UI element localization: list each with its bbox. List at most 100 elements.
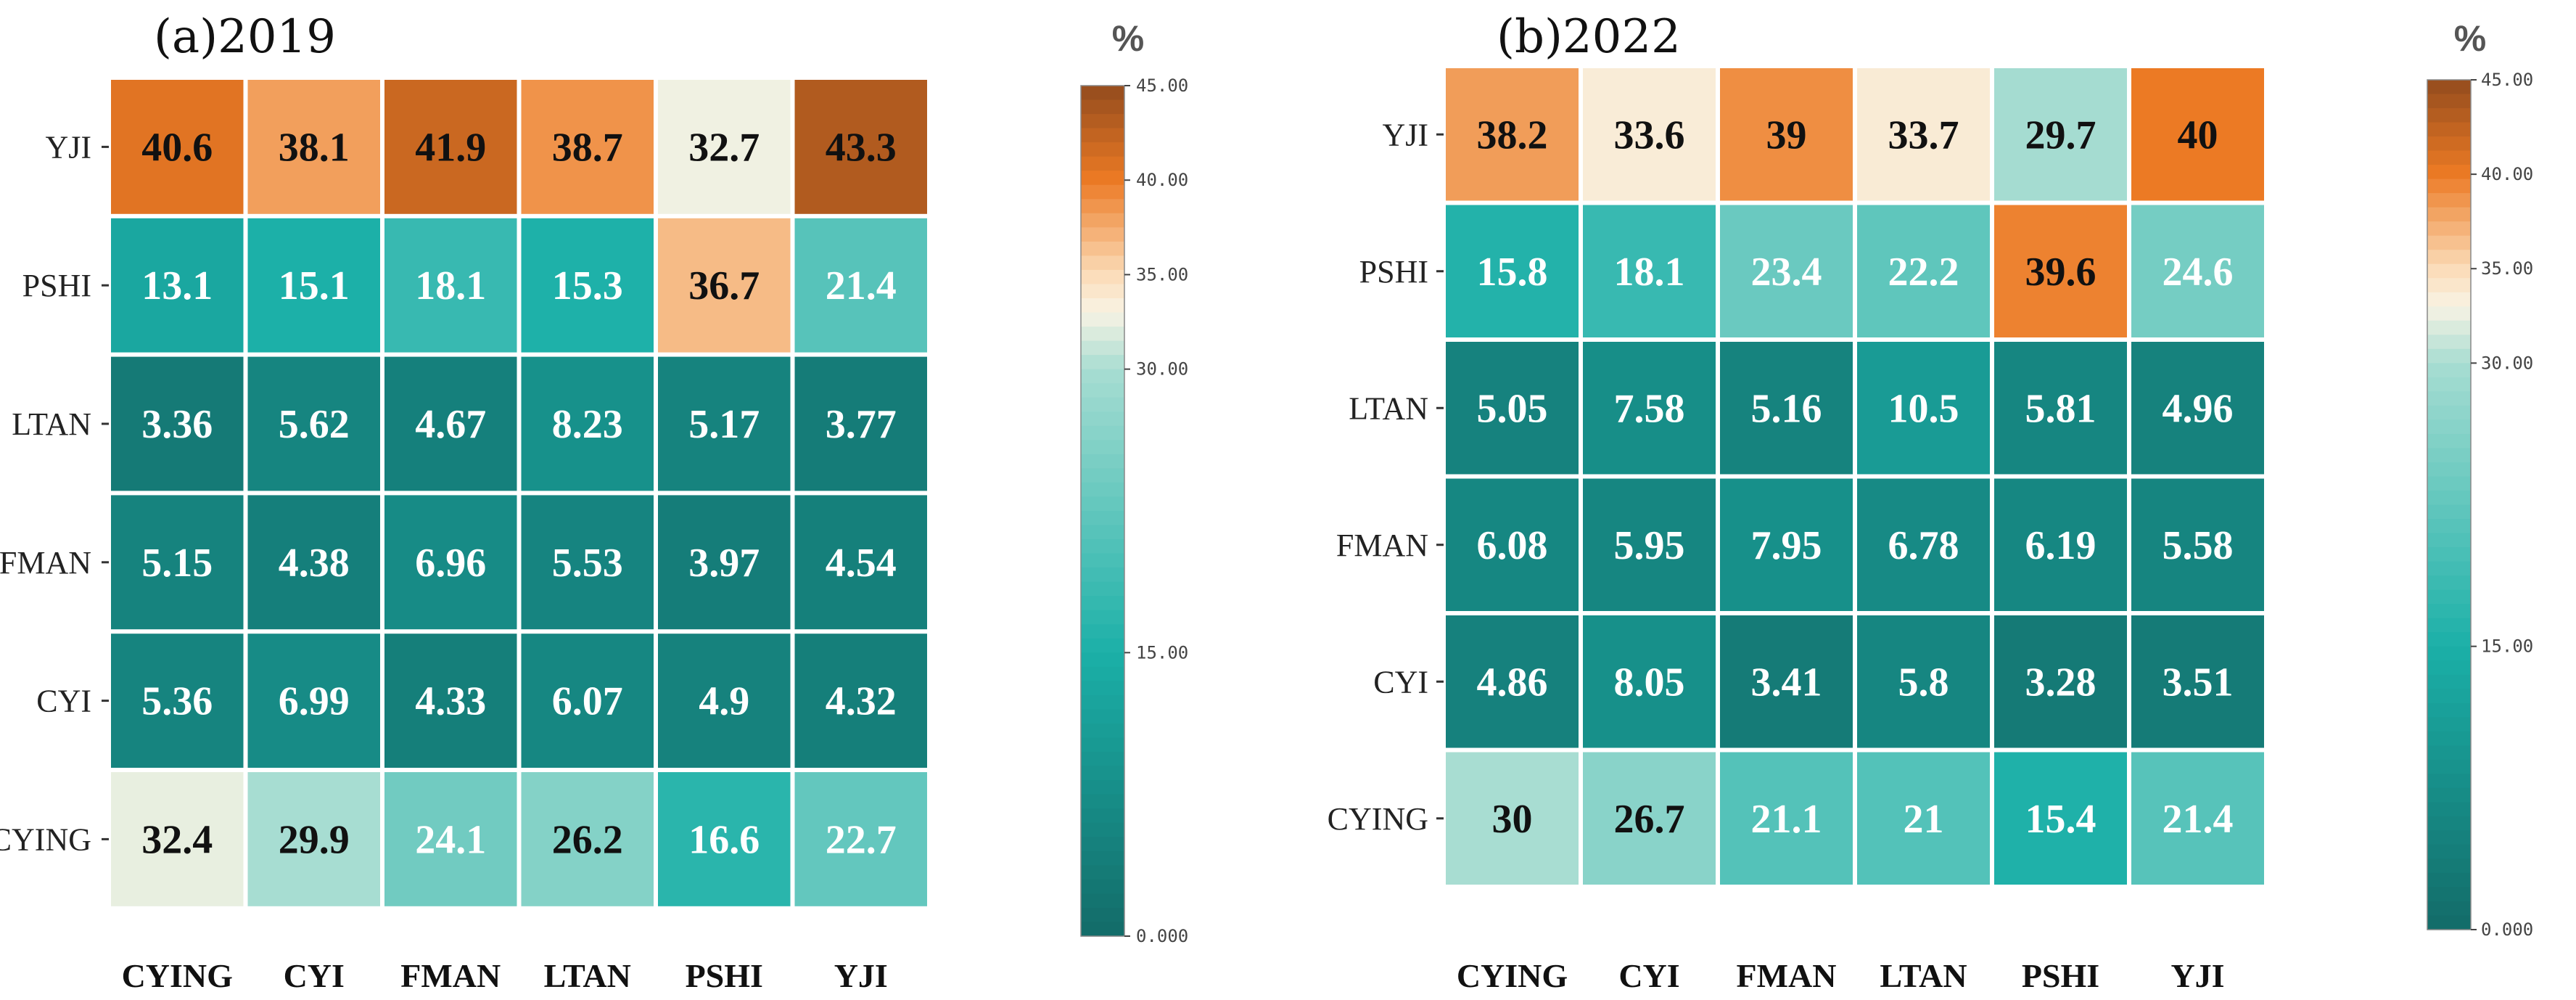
colorbar-band: [1081, 766, 1124, 781]
column-label: CYI: [284, 957, 345, 994]
cell-value: 4.32: [826, 679, 897, 724]
colorbar-band: [2427, 221, 2471, 237]
column-label: LTAN: [1880, 957, 1967, 994]
row-label: FMAN: [1336, 528, 1428, 563]
cell-value: 6.19: [2025, 523, 2096, 568]
colorbar-band: [2427, 207, 2471, 222]
colorbar-tick-label: 45.00: [2481, 70, 2533, 90]
colorbar-band: [2427, 533, 2471, 548]
colorbar-band: [2427, 915, 2471, 930]
colorbar-band: [1081, 269, 1124, 285]
cell-value: 10.5: [1888, 386, 1959, 431]
colorbar-band: [2427, 774, 2471, 789]
colorbar-band: [1081, 694, 1124, 710]
cell-value: 4.38: [279, 541, 350, 586]
cell-value: 4.67: [415, 402, 486, 447]
heatmap-cell: [1583, 205, 1716, 337]
cell-value: 5.53: [552, 541, 623, 586]
heatmap-cell: [247, 772, 380, 906]
colorbar-band: [1081, 553, 1124, 568]
colorbar-tick-label: 15.00: [1136, 642, 1188, 663]
colorbar-band: [1081, 199, 1124, 214]
heatmap-cell: [658, 80, 791, 214]
cell-value: 32.4: [141, 817, 213, 862]
heatmap-cell: [794, 634, 927, 768]
row-label: FMAN: [0, 545, 91, 581]
colorbar-band: [1081, 638, 1124, 653]
cell-value: 3.51: [2163, 660, 2234, 705]
colorbar-band: [1081, 539, 1124, 554]
cell-value: 15.4: [2025, 797, 2096, 842]
heatmap-cell: [521, 495, 654, 630]
heatmap-cell: [1446, 752, 1579, 885]
heatmap-cell: [1994, 342, 2127, 475]
heatmap-cell: [2131, 342, 2264, 475]
cell-value: 5.58: [2163, 523, 2234, 568]
colorbar-band: [2427, 292, 2471, 307]
colorbar-band: [2427, 632, 2471, 647]
heatmap-cell: [247, 356, 380, 491]
heatmap-cell: [1720, 205, 1853, 337]
colorbar-band: [2427, 745, 2471, 761]
colorbar-band: [2427, 335, 2471, 350]
colorbar-band: [2427, 391, 2471, 406]
cell-value: 5.8: [1898, 660, 1949, 705]
heatmap-cell: [658, 218, 791, 353]
heatmap-cell: [1857, 205, 1990, 337]
heatmap-cell: [794, 80, 927, 214]
colorbar-band: [1081, 184, 1124, 200]
colorbar-band: [1081, 666, 1124, 681]
heatmap-cell: [794, 218, 927, 353]
colorbar-band: [1081, 340, 1124, 356]
heatmap-cell: [247, 80, 380, 214]
colorbar-band: [2427, 363, 2471, 378]
colorbar-band: [2427, 448, 2471, 463]
cell-value: 5.15: [141, 541, 213, 586]
colorbar-tick-label: 35.00: [1136, 264, 1188, 284]
cell-value: 5.36: [141, 679, 213, 724]
row-label: YJI: [45, 129, 91, 165]
colorbar-band: [1081, 142, 1124, 157]
column-label: PSHI: [2022, 957, 2099, 994]
row-label: CYING: [1328, 801, 1428, 837]
colorbar-band: [1081, 114, 1124, 129]
colorbar-band: [1081, 284, 1124, 299]
cell-value: 6.07: [552, 679, 623, 724]
colorbar-band: [1081, 724, 1124, 739]
cell-value: 7.58: [1614, 386, 1685, 431]
cell-value: 4.9: [699, 679, 749, 724]
colorbar-band: [2427, 377, 2471, 392]
heatmap-cell: [1994, 205, 2127, 337]
cell-value: 39.6: [2025, 250, 2096, 295]
colorbar-band: [2427, 150, 2471, 165]
colorbar-band: [2427, 278, 2471, 293]
cell-value: 22.7: [826, 817, 897, 862]
colorbar-band: [2427, 547, 2471, 562]
row-label: LTAN: [1349, 390, 1428, 426]
cell-value: 5.17: [688, 402, 760, 447]
colorbar-band: [2427, 80, 2471, 95]
heatmap-cell: [521, 634, 654, 768]
colorbar-band: [2427, 731, 2471, 746]
colorbar-tick-label: 40.00: [2481, 164, 2533, 184]
cell-value: 32.7: [688, 125, 760, 170]
grid-background: [109, 78, 929, 909]
heatmap-cell: [2131, 615, 2264, 748]
colorbar-band: [2427, 193, 2471, 208]
cell-value: 15.1: [279, 263, 350, 308]
colorbar-band: [1081, 737, 1124, 753]
colorbar-band: [2427, 702, 2471, 718]
cell-value: 26.7: [1614, 797, 1685, 842]
cell-value: 18.1: [1614, 250, 1685, 295]
colorbar-band: [1081, 156, 1124, 171]
heatmap-cell: [1446, 615, 1579, 748]
heatmap-cell: [2131, 205, 2264, 337]
cell-value: 3.77: [826, 402, 897, 447]
colorbar-band: [1081, 822, 1124, 837]
cell-value: 7.95: [1751, 523, 1822, 568]
heatmap-cell: [384, 634, 517, 768]
column-label: CYING: [122, 957, 233, 994]
colorbar-frame: [1080, 85, 1125, 937]
cell-value: 15.3: [552, 263, 623, 308]
colorbar-band: [2427, 689, 2471, 704]
